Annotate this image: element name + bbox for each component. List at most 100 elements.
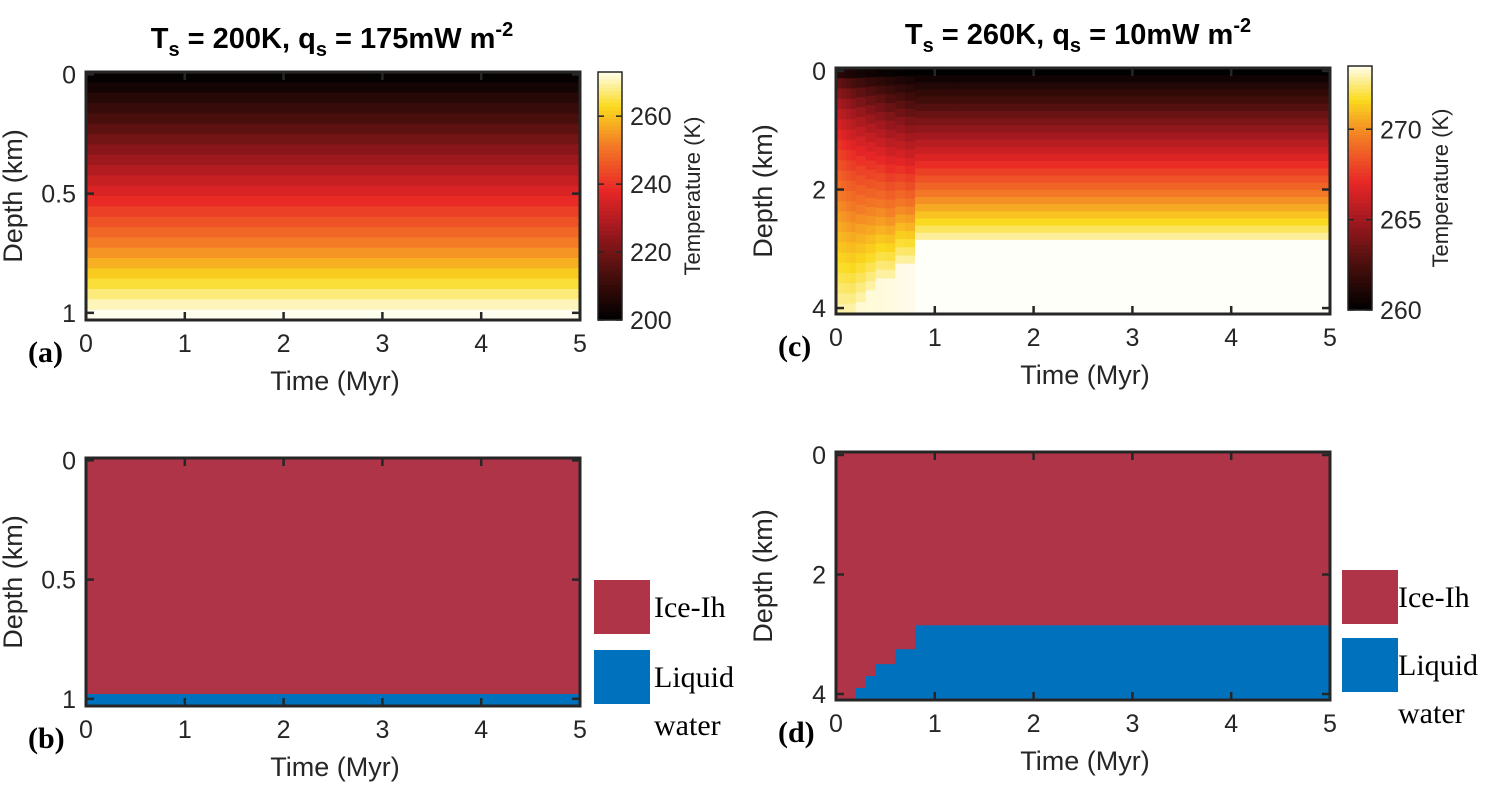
colorbar-frame [597, 71, 623, 321]
y-tick-label: 2 [812, 177, 826, 205]
title-part: -2 [1233, 15, 1251, 37]
x-tick-label: 5 [1323, 324, 1337, 352]
heatmap-cell [895, 76, 906, 85]
heatmap-cell [855, 194, 867, 206]
heatmap-cell [954, 232, 1331, 241]
heatmap-cell [915, 75, 956, 83]
colorbar-cell [598, 168, 622, 174]
heatmap-cell [954, 89, 1331, 98]
colorbar-cell [1348, 146, 1372, 151]
heatmap-cell [915, 132, 956, 141]
x-tick-label: 5 [1323, 710, 1337, 738]
colorbar-cell [1348, 256, 1372, 262]
colorbar-cell [1348, 188, 1372, 193]
heatmap-cell [915, 82, 956, 91]
heatmap-cell [86, 299, 580, 311]
x-tick-label: 2 [277, 330, 291, 358]
heatmap-cell [836, 119, 842, 131]
heatmap-cell [86, 103, 580, 114]
heatmap-cell [915, 103, 956, 112]
heatmap-cell [86, 154, 580, 166]
heatmap-cell [905, 100, 916, 110]
heatmap-cell [885, 120, 896, 130]
colorbar-cell [1348, 222, 1372, 227]
heatmap-cell [850, 150, 857, 161]
heatmap-cell [865, 262, 877, 273]
heatmap-cell [954, 161, 1331, 169]
colorbar-a: 200 220 240 260 Temperature (K) [597, 71, 705, 335]
axes-frame [84, 456, 582, 708]
heatmap-cell [885, 129, 896, 139]
heatmap-cell [840, 119, 847, 131]
heatmap-cell [885, 94, 896, 104]
heatmap-cell [915, 218, 956, 227]
colorbar-cell [598, 99, 622, 104]
x-axis-label: Time (Myr) [1020, 746, 1149, 776]
heatmap-cell [855, 136, 867, 147]
heatmap-cell [875, 217, 886, 227]
heatmap-cell [855, 233, 867, 245]
heatmap-cell [845, 119, 852, 131]
colorbar-cell [598, 118, 622, 123]
heatmap-cell [895, 157, 906, 167]
heatmap-cell [86, 278, 580, 290]
colorbar-cell [1348, 107, 1372, 113]
colorbar-frame [1347, 65, 1373, 311]
heatmap-cell [86, 289, 580, 300]
title-part: = 175mW m [327, 23, 495, 55]
heatmap-cell [865, 105, 877, 115]
y-tick-label: 0 [62, 61, 76, 89]
colorbar-cell [598, 114, 622, 120]
heatmap-cell [915, 146, 956, 155]
x-tick-label: 1 [178, 716, 192, 744]
heatmap-cell [865, 160, 877, 171]
heatmap-cell [895, 92, 906, 102]
colorbar-tick-label: 270 [1380, 116, 1422, 144]
heatmap-cell [905, 141, 916, 151]
heatmap-cell [905, 125, 916, 134]
colorbar-c: 260 265 270 Temperature (K) [1347, 65, 1453, 325]
heatmap-cell [905, 198, 916, 208]
colorbar-cell [1348, 214, 1372, 220]
heatmap-cell [885, 146, 896, 157]
colorbar-cell [598, 79, 622, 85]
heatmap-cell [875, 85, 886, 95]
heatmap-cell [915, 211, 956, 220]
colorbar-cell [1348, 96, 1372, 101]
colorbar-cell [1348, 298, 1372, 303]
heatmap-cell [86, 134, 580, 145]
heatmap-cell [855, 97, 867, 108]
heatmap-cell [885, 111, 896, 122]
colorbar-cell [598, 157, 622, 162]
colorbar-cell [1348, 233, 1372, 239]
heatmap-cell [915, 96, 956, 105]
heatmap-cell [865, 123, 877, 134]
colorbar-cell [1348, 92, 1372, 98]
heatmap-cell [895, 222, 906, 232]
heatmap-cell [905, 247, 916, 257]
heatmap-cell [954, 153, 1331, 162]
heatmap-cell [845, 150, 852, 161]
heatmap-cell [845, 170, 852, 182]
heatmap-cell [865, 188, 877, 199]
colorbar-cell [1348, 127, 1372, 132]
heatmap-cell [845, 139, 852, 151]
x-tick-label: 3 [1125, 710, 1139, 738]
heatmap-cell [875, 68, 886, 78]
heatmap-cell [915, 196, 956, 205]
colorbar-cell [1348, 199, 1372, 204]
colorbar-label: Temperature (K) [1428, 109, 1453, 268]
heatmap-cell [954, 96, 1331, 105]
heatmap-cell [850, 88, 857, 100]
legend-swatch-liquid [1342, 638, 1398, 692]
heatmap-cell [850, 180, 857, 192]
heatmap-cell [895, 84, 906, 94]
heatmap-cell [885, 181, 896, 192]
heatmap-cell [845, 273, 852, 284]
heatmap-cell [954, 204, 1331, 212]
colorbar-cell [1348, 157, 1372, 162]
heatmap-cell [875, 138, 886, 148]
heatmap-cell [840, 109, 847, 120]
heatmap-cell [895, 198, 906, 208]
